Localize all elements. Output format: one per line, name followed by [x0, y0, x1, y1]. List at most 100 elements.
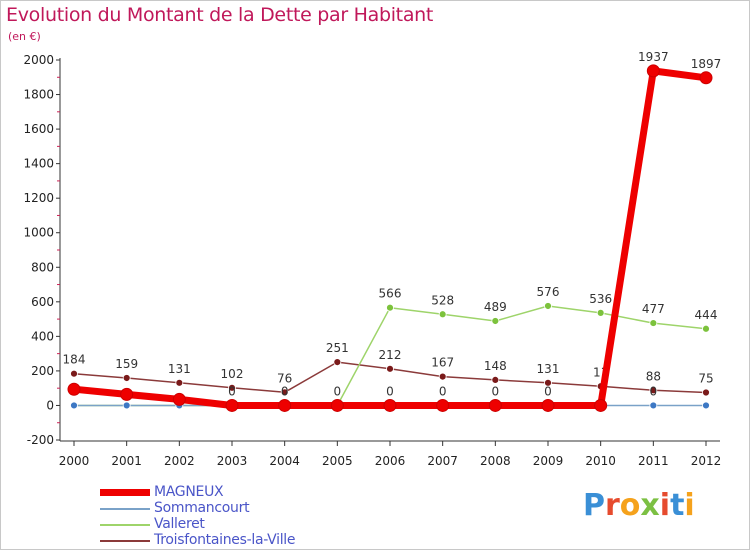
data-label-troisfontaines-la-ville: 76 [277, 371, 292, 385]
x-tick-label: 2005 [322, 454, 353, 468]
y-tick-label: 1800 [23, 88, 54, 102]
data-point-sommancourt [122, 401, 131, 410]
legend-label-troisfontaines: Troisfontaines-la-Ville [154, 532, 296, 548]
x-tick-label: 2003 [217, 454, 248, 468]
y-tick-label: 2000 [23, 53, 54, 67]
data-point-troisfontaines-la-ville [70, 369, 78, 378]
data-label-valleret: 528 [431, 293, 454, 307]
brand-letter: P [583, 488, 605, 523]
y-tick-label: -200 [27, 433, 54, 447]
data-point-troisfontaines-la-ville [175, 378, 184, 387]
brand-letter: t [670, 488, 685, 523]
legend-label-valleret: Valleret [154, 516, 205, 532]
data-point-magneux [120, 387, 134, 401]
y-tick-label: 200 [31, 364, 54, 378]
proxiti-logo: Proxiti [583, 488, 695, 523]
data-point-troisfontaines-la-ville [280, 388, 289, 397]
data-point-magneux [67, 382, 81, 396]
data-point-valleret [649, 319, 658, 327]
data-point-troisfontaines-la-ville [122, 374, 131, 382]
data-label-troisfontaines-la-ville: 131 [537, 362, 560, 376]
data-point-sommancourt [70, 401, 78, 410]
data-point-troisfontaines-la-ville [544, 378, 552, 387]
data-point-magneux [541, 398, 555, 412]
data-label-troisfontaines-la-ville: 88 [646, 369, 661, 383]
data-point-troisfontaines-la-ville [228, 383, 236, 392]
x-tick-label: 2007 [427, 454, 458, 468]
x-tick-label: 2011 [638, 454, 669, 468]
data-point-sommancourt [649, 401, 658, 410]
data-point-magneux [172, 392, 186, 406]
y-tick-label: 1400 [23, 157, 54, 171]
data-point-magneux [383, 398, 397, 412]
data-point-valleret [491, 317, 500, 325]
data-point-troisfontaines-la-ville [491, 375, 500, 384]
data-label-magneux: 0 [439, 384, 447, 398]
data-label-magneux: 0 [281, 384, 289, 398]
data-label-valleret: 536 [589, 292, 612, 306]
data-point-troisfontaines-la-ville [386, 364, 394, 373]
x-tick-label: 2002 [164, 454, 195, 468]
y-tick-label: 600 [31, 295, 54, 309]
data-label-magneux: 1937 [638, 50, 669, 64]
data-point-sommancourt [702, 401, 710, 410]
y-tick-label: 0 [46, 398, 54, 412]
data-point-magneux [436, 398, 450, 412]
x-tick-label: 2006 [375, 454, 406, 468]
x-tick-label: 2010 [585, 454, 616, 468]
brand-letter: i [659, 488, 671, 523]
data-label-valleret: 444 [695, 308, 718, 322]
data-point-troisfontaines-la-ville [333, 358, 342, 367]
brand-letter: i [684, 488, 695, 523]
data-point-troisfontaines-la-ville [649, 386, 658, 395]
data-label-sommancourt: 0 [650, 384, 658, 398]
data-label-valleret: 489 [484, 300, 507, 314]
data-point-magneux [278, 398, 292, 412]
y-tick-label: 1000 [23, 226, 54, 240]
x-tick-label: 2009 [533, 454, 564, 468]
x-tick-label: 2001 [111, 454, 142, 468]
legend-swatch-sommancourt [100, 508, 150, 510]
x-tick-label: 2004 [269, 454, 300, 468]
data-label-troisfontaines-la-ville: 167 [431, 356, 454, 370]
data-label-troisfontaines-la-ville: 251 [326, 341, 349, 355]
data-label-troisfontaines-la-ville: 75 [698, 372, 713, 386]
data-label-valleret: 566 [379, 287, 402, 301]
data-label-troisfontaines-la-ville: 148 [484, 359, 507, 373]
data-point-magneux [488, 398, 502, 412]
data-label-valleret: 576 [537, 285, 560, 299]
data-label-magneux: 0 [386, 384, 394, 398]
data-point-valleret [596, 308, 605, 317]
data-point-valleret [438, 310, 447, 319]
data-point-magneux [699, 71, 713, 85]
data-label-magneux: 0 [228, 384, 236, 398]
data-label-magneux: 0 [492, 384, 500, 398]
data-point-magneux [225, 398, 239, 412]
data-point-magneux [330, 398, 344, 412]
chart-unit: (en €) [8, 30, 41, 43]
data-point-magneux [646, 64, 660, 78]
data-label-troisfontaines-la-ville: 102 [221, 367, 244, 381]
data-point-troisfontaines-la-ville [438, 372, 447, 381]
x-tick-label: 2008 [480, 454, 511, 468]
data-point-valleret [544, 302, 552, 310]
x-tick-label: 2000 [59, 454, 90, 468]
brand-letter: x [640, 488, 660, 523]
chart-title: Evolution du Montant de la Dette par Hab… [6, 4, 434, 26]
y-tick-label: 800 [31, 260, 54, 274]
data-point-magneux [594, 398, 608, 412]
data-label-troisfontaines-la-ville: 184 [63, 353, 86, 367]
data-label-magneux: 0 [334, 384, 342, 398]
legend-label-magneux: MAGNEUX [154, 484, 224, 500]
data-label-magneux: 0 [544, 384, 552, 398]
data-label-valleret: 477 [642, 302, 665, 316]
brand-letter: r [605, 488, 620, 523]
data-label-troisfontaines-la-ville: 131 [168, 362, 191, 376]
legend-swatch-valleret [100, 524, 150, 526]
brand-letter: o [619, 488, 641, 523]
legend-swatch-troisfontaines [100, 540, 150, 542]
y-tick-label: 1200 [23, 191, 54, 205]
data-point-valleret [702, 324, 710, 333]
